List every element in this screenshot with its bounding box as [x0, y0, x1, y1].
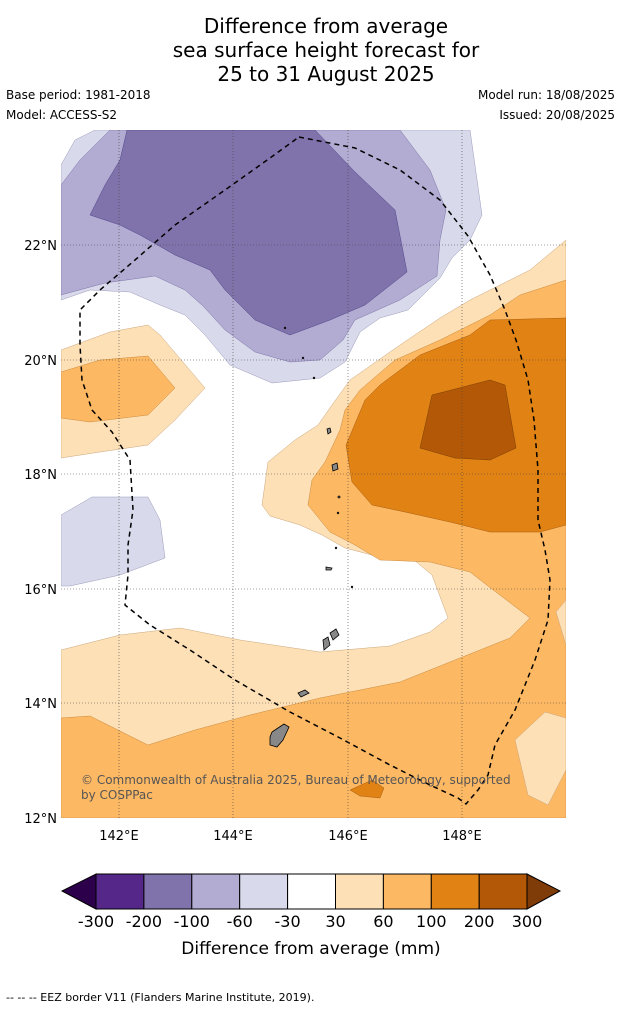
lat-tick-16: 16°N: [24, 583, 57, 598]
lat-tick-20: 20°N: [24, 354, 57, 369]
island-dot-6: [301, 356, 305, 360]
lat-tick-14: 14°N: [24, 697, 57, 712]
island-dot-2: [336, 511, 340, 515]
contour-west-minus30: [61, 496, 166, 587]
island-anatahan: [325, 566, 333, 571]
islands: [269, 326, 354, 748]
contour-east-plus30: [555, 599, 566, 646]
island-guam: [269, 723, 290, 748]
map-title: Difference from average sea surface heig…: [0, 14, 621, 86]
title-line-1: Difference from average: [203, 14, 449, 38]
colorbar-bin-plus100: [430, 873, 480, 910]
colorbar-label-plus60: 60: [373, 912, 393, 931]
contour-west-plus60: [61, 355, 176, 423]
island-dot-5: [312, 376, 316, 380]
lon-tick-146: 146°E: [328, 829, 368, 844]
title-line-3: 25 to 31 August 2025: [217, 62, 435, 86]
eez-legend-note: -- -- -- EEZ border V11 (Flanders Marine…: [6, 991, 315, 1004]
colorbar-bin-minus30: [287, 873, 337, 910]
lat-tick-18: 18°N: [24, 468, 57, 483]
island-agrihan: [326, 427, 332, 435]
gridlines: [61, 130, 566, 818]
lat-tick-22: 22°N: [24, 239, 57, 254]
copyright-line-1: © Commonwealth of Australia 2025, Bureau…: [81, 773, 511, 787]
colorbar-label-minus30: -30: [275, 912, 301, 931]
colorbar-bin-plus200: [478, 873, 528, 910]
island-dot-4: [350, 585, 354, 589]
colorbar-label-minus300: -300: [78, 912, 114, 931]
colorbar: [60, 873, 562, 910]
map-area: © Commonwealth of Australia 2025, Bureau…: [61, 130, 566, 818]
colorbar-label-plus300: 300: [512, 912, 543, 931]
copyright-line-2: by COSPPac: [81, 788, 153, 802]
island-pagan: [331, 462, 339, 472]
base-period: Base period: 1981-2018: [6, 88, 151, 102]
model-name: Model: ACCESS-S2: [6, 108, 118, 122]
colorbar-extend-high: [526, 873, 562, 910]
island-tinian: [322, 636, 331, 651]
lon-tick-144: 144°E: [213, 829, 253, 844]
contour-small-plus100: [349, 779, 385, 799]
lon-tick-148: 148°E: [442, 829, 482, 844]
colorbar-bin-minus200: [143, 873, 193, 910]
colorbar-bin-minus100: [191, 873, 241, 910]
contour-minus100: [89, 130, 408, 336]
colorbar-label-plus100: 100: [416, 912, 447, 931]
contour-plus200: [419, 379, 517, 461]
colorbar-label-minus60: -60: [227, 912, 253, 931]
model-run: Model run: 18/08/2025: [477, 88, 615, 102]
colorbar-label-minus200: -200: [126, 912, 162, 931]
colorbar-extend-low: [60, 873, 97, 910]
island-rota: [297, 689, 310, 698]
colorbar-bin-plus30: [335, 873, 384, 910]
colorbar-label-plus30: 30: [325, 912, 345, 931]
issued-date: Issued: 20/08/2025: [499, 108, 615, 122]
island-saipan: [329, 628, 340, 641]
colorbar-label-plus200: 200: [464, 912, 495, 931]
colorbar-bin-minus300: [95, 873, 145, 910]
lon-tick-142: 142°E: [99, 829, 139, 844]
colorbar-bin-minus60: [239, 873, 289, 910]
title-line-2: sea surface height forecast for: [172, 38, 480, 62]
contour-se-plus30: [514, 711, 566, 806]
colorbar-title: Difference from average (mm): [181, 939, 440, 959]
island-dot-7: [283, 326, 287, 330]
island-dot-3: [334, 546, 338, 550]
colorbar-label-minus100: -100: [174, 912, 210, 931]
colorbar-bin-plus60: [382, 873, 432, 910]
island-dot-1: [337, 495, 341, 499]
lat-tick-12: 12°N: [24, 812, 57, 827]
